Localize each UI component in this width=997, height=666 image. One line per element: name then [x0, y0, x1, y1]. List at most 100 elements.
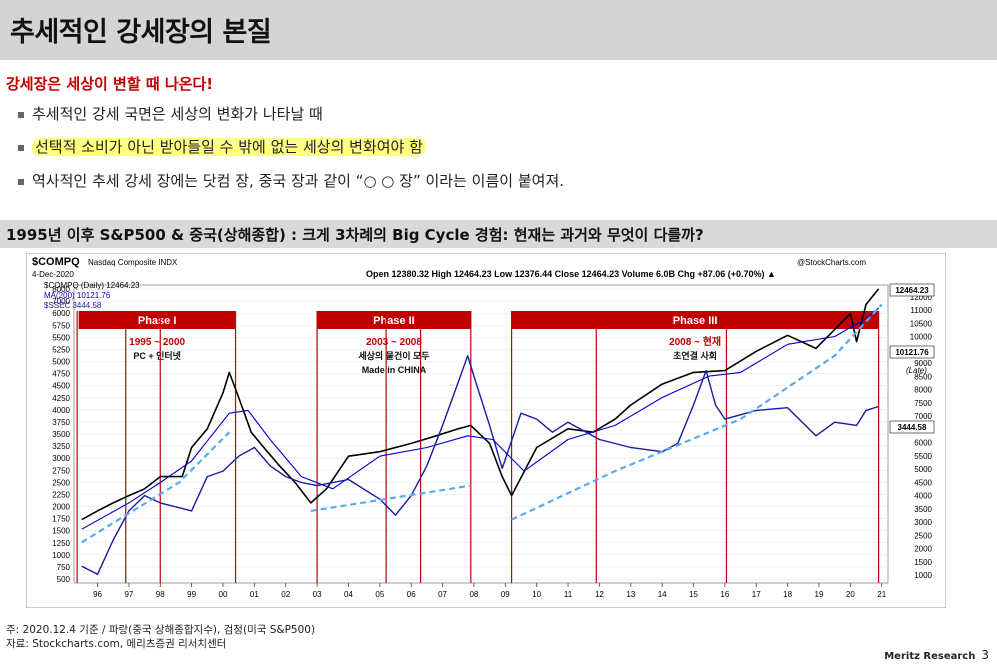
right-tick-label: 4000: [914, 492, 932, 501]
right-tick-label: 5000: [914, 465, 932, 474]
chart-date: 4-Dec-2020: [32, 270, 74, 279]
left-tick-label: 2250: [52, 490, 70, 499]
right-tick-label: 9000: [914, 359, 932, 368]
right-tick-label: 2000: [914, 545, 932, 554]
phase-label-3: Phase III: [673, 315, 718, 327]
phase-header-2: [317, 311, 471, 329]
left-tick-label: 1750: [52, 515, 70, 524]
right-tick-label: 2500: [914, 531, 932, 540]
index-name: Nasdaq Composite INDX: [88, 258, 178, 267]
footnote: 주: 2020.12.4 기준 / 파랑(중국 상해종합지수), 검정(미국 S…: [6, 624, 316, 636]
x-tick-label: 19: [815, 590, 824, 599]
x-tick-label: 07: [438, 590, 447, 599]
right-tick-label: 3500: [914, 505, 932, 514]
x-tick-label: 21: [877, 590, 886, 599]
brand-name: Meritz Research: [884, 651, 976, 662]
bullet-square-icon: [18, 144, 24, 151]
left-tick-label: 1000: [52, 551, 70, 560]
value-box: [889, 283, 935, 297]
section-header-text: 1995년 이후 S&P500 & 중국(상해종합) : 크게 3차례의 Big…: [6, 226, 704, 244]
left-tick-label: 4000: [52, 406, 70, 415]
right-tick-label: 12000: [910, 293, 933, 302]
value-box-label: 10121.76: [895, 348, 929, 357]
left-tick-label: 2500: [52, 478, 70, 487]
right-tick-label: 10000: [910, 333, 933, 342]
series-trend2: [310, 484, 471, 512]
x-tick-label: 06: [407, 590, 416, 599]
title-bar: 추세적인 강세장의 본질: [0, 0, 997, 60]
right-tick-label: 7000: [914, 412, 932, 421]
x-tick-label: 13: [626, 590, 635, 599]
phase-label-2: Phase II: [373, 315, 415, 327]
right-tick-label: 7500: [914, 399, 932, 408]
right-tick-label: 11000: [910, 306, 932, 315]
phase-desc-3: 초연결 사회: [673, 350, 717, 361]
left-tick-label: 5750: [52, 321, 70, 330]
right-tick-label: 6000: [914, 439, 932, 448]
phase-layer: Phase I 1995 ~ 2000 PC + 인터넷 Phase II 2003 ~…: [76, 311, 880, 583]
left-tick-label: 1500: [52, 527, 70, 536]
phase-period-2: 2003 ~ 2008: [366, 337, 422, 348]
right-tick-label: 8000: [914, 386, 932, 395]
section-header: 1995년 이후 S&P500 & 중국(상해종합) : 크게 3차례의 Big…: [0, 220, 997, 248]
x-tick-label: 12: [595, 590, 604, 599]
phase-header-1: [78, 311, 236, 329]
bullet-square-icon: [18, 178, 24, 185]
bullet-3: 역사적인 추세 강세 장에는 닷컴 장, 중국 장과 같이 “○ ○ 장” 이라…: [18, 170, 564, 191]
phase-desc-1: PC + 인터넷: [133, 350, 181, 361]
left-tick-label: 500: [57, 575, 71, 584]
x-tick-label: 96: [93, 590, 102, 599]
left-tick-label: 3000: [52, 454, 70, 463]
left-tick-label: 6000: [52, 309, 70, 318]
x-tick-label: 17: [752, 590, 761, 599]
phase-header-3: [511, 311, 879, 329]
series-layer: [81, 288, 883, 575]
left-tick-label: 4500: [52, 382, 70, 391]
phase-period-3: 2008 ~ 현재: [669, 335, 721, 348]
page-title: 추세적인 강세장의 본질: [10, 17, 272, 48]
bullet-1: 추세적인 강세 국면은 세상의 변화가 나타날 때: [18, 103, 323, 124]
chart-container: Phase I 1995 ~ 2000 PC + 인터넷 Phase II 2003 ~…: [25, 252, 947, 609]
series-compq: [81, 288, 880, 521]
x-tick-label: 97: [124, 590, 133, 599]
right-tick-label: 1000: [914, 571, 932, 580]
left-tick-label: 1250: [52, 539, 70, 548]
late-annotation: (Late): [906, 366, 927, 375]
x-tick-label: 10: [532, 590, 541, 599]
right-tick-label: 4500: [914, 478, 932, 487]
right-tick-label: 10500: [910, 319, 933, 328]
x-tick-label: 08: [469, 590, 478, 599]
series-trend3: [511, 303, 883, 521]
source: 자료: Stockcharts.com, 메리츠증권 리서치센터: [6, 638, 227, 650]
nasdaq-sse-chart: Phase I 1995 ~ 2000 PC + 인터넷 Phase II 2003 ~…: [25, 252, 947, 609]
value-box: [889, 345, 935, 359]
brand-footer: Meritz Research 3: [884, 648, 989, 662]
left-tick-label: 2750: [52, 466, 70, 475]
value-box-label: 12464.23: [895, 286, 929, 295]
left-tick-label: 8000: [52, 285, 70, 294]
x-tick-label: 14: [658, 590, 667, 599]
x-tick-label: 03: [313, 590, 322, 599]
grid: [73, 284, 889, 584]
left-tick-label: 7000: [52, 297, 70, 306]
bullet-square-icon: [18, 111, 24, 118]
series-trend: [81, 431, 231, 544]
bullet-text: 추세적인 강세 국면은 세상의 변화가 나타날 때: [32, 105, 323, 123]
chart-header: $COMPQ Nasdaq Composite INDX 4-Dec-2020 …: [32, 256, 927, 375]
left-tick-label: 2000: [52, 503, 70, 512]
page-number: 3: [981, 648, 989, 662]
left-tick-label: 3750: [52, 418, 70, 427]
x-tick-label: 01: [250, 590, 259, 599]
right-tick-label: 3000: [914, 518, 932, 527]
right-tick-label: 5500: [914, 452, 932, 461]
legend-compq: $COMPQ (Daily) 12464.23: [44, 281, 140, 290]
x-tick-label: 05: [375, 590, 384, 599]
axes-layer: 8000700060005750550052505000475045004250…: [52, 283, 935, 599]
x-tick-label: 04: [344, 590, 353, 599]
watermark: @StockCharts.com: [797, 258, 866, 267]
value-box: [889, 420, 935, 434]
value-box-label: 3444.58: [898, 423, 927, 432]
left-tick-label: 4750: [52, 370, 70, 379]
left-tick-label: 4250: [52, 394, 70, 403]
left-tick-label: 3250: [52, 442, 70, 451]
